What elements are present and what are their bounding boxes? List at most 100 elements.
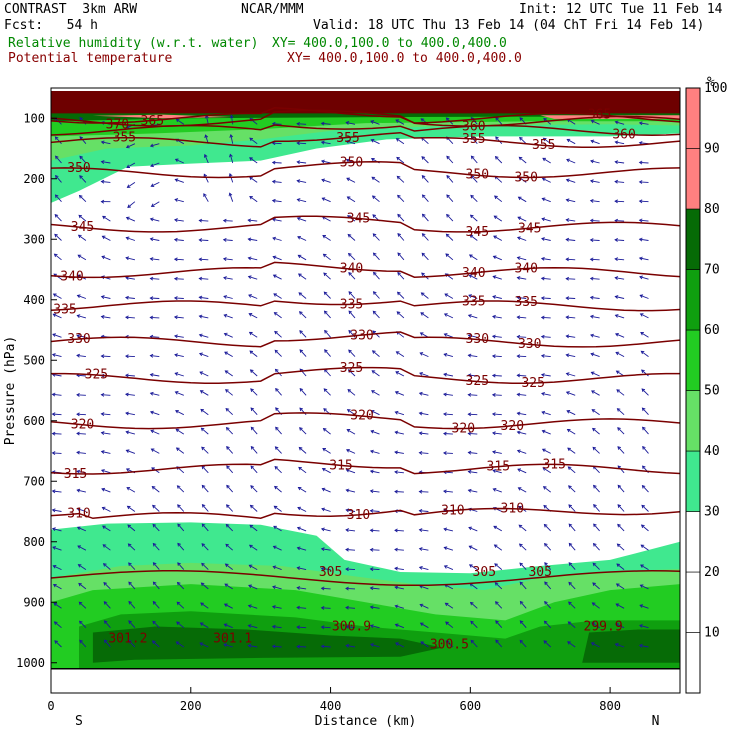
wind-vector <box>468 432 478 435</box>
wind-vector <box>468 452 478 454</box>
wind-vector <box>150 374 160 377</box>
theta-label: 335 <box>514 295 537 310</box>
wind-vector-head <box>223 295 228 299</box>
wind-vector <box>419 372 429 377</box>
wind-vector <box>492 394 502 396</box>
wind-vector <box>346 469 356 474</box>
wind-vector <box>492 355 502 358</box>
wind-vector <box>151 448 160 454</box>
wind-vector-head <box>396 291 401 296</box>
wind-vector-head <box>420 292 425 296</box>
wind-vector <box>230 115 234 125</box>
wind-vector-head <box>203 153 208 158</box>
wind-vector-head <box>322 235 327 239</box>
wind-vector-head <box>369 489 374 494</box>
theta-label: 335 <box>53 303 76 318</box>
wind-vector-head <box>274 446 279 450</box>
wind-vector-head <box>101 506 106 511</box>
wind-vector-head <box>445 253 449 258</box>
wind-vector <box>541 218 551 222</box>
wind-vector-head <box>614 238 619 242</box>
wind-vector-head <box>296 586 301 590</box>
theta-label: 330 <box>67 332 90 347</box>
wind-vector-head <box>397 252 402 257</box>
wind-vector <box>125 316 135 319</box>
wind-vector-head <box>443 412 447 417</box>
wind-vector-head <box>345 508 350 513</box>
wind-vector <box>77 254 87 261</box>
wind-vector <box>394 491 404 493</box>
wind-vector <box>544 581 552 590</box>
wind-vector-head <box>638 180 643 184</box>
wind-vector <box>55 155 62 164</box>
wind-vector-head <box>397 194 401 199</box>
wind-vector-head <box>128 639 132 644</box>
wind-vector-head <box>446 213 450 218</box>
wind-vector-head <box>152 523 157 528</box>
wind-vector <box>150 143 160 147</box>
wind-vector <box>226 427 234 435</box>
wind-vector <box>394 529 404 532</box>
wind-vector-head <box>198 352 203 357</box>
wind-vector-head <box>100 199 105 204</box>
wind-vector-head <box>593 484 597 489</box>
wind-vector <box>566 335 576 338</box>
colorbar-cell <box>685 390 701 452</box>
wind-vector-head <box>492 255 497 259</box>
wind-vector <box>541 316 551 319</box>
wind-vector <box>175 410 185 416</box>
field1-xy: XY= 400.0,100.0 to 400.0,400.0 <box>272 36 507 51</box>
wind-vector <box>273 525 282 532</box>
wind-vector-head <box>397 233 402 237</box>
wind-vector <box>397 194 405 203</box>
wind-vector <box>639 181 649 183</box>
wind-vector <box>493 255 502 261</box>
wind-vector-head <box>469 214 474 219</box>
wind-vector <box>566 219 576 222</box>
theta-label: 355 <box>532 138 555 153</box>
wind-vector-head <box>348 329 353 334</box>
wind-vector <box>177 562 185 570</box>
wind-vector <box>593 543 600 551</box>
wind-vector <box>229 173 234 183</box>
wind-vector <box>419 585 429 590</box>
wind-vector-head <box>247 218 252 223</box>
wind-vector <box>77 315 87 319</box>
wind-vector-head <box>443 392 447 397</box>
wind-vector-head <box>298 311 303 315</box>
wind-vector <box>517 355 527 358</box>
wind-vector <box>174 239 184 241</box>
wind-vector-head <box>149 217 154 222</box>
wind-vector <box>470 175 478 183</box>
wind-vector <box>492 295 502 299</box>
wind-vector <box>102 215 111 222</box>
wind-vector <box>250 407 258 416</box>
wind-vector <box>397 233 405 241</box>
wind-vector <box>470 195 478 203</box>
wind-vector-head <box>174 178 179 182</box>
wind-vector <box>394 451 404 454</box>
wind-vector <box>299 388 307 396</box>
wind-vector <box>299 447 307 454</box>
wind-vector <box>346 644 356 648</box>
wind-vector <box>495 136 503 145</box>
wind-vector <box>225 389 233 396</box>
wind-vector <box>225 563 233 570</box>
wind-vector <box>642 407 649 416</box>
wind-vector-head <box>101 255 106 260</box>
wind-vector <box>79 156 87 164</box>
wind-vector-head <box>201 504 206 508</box>
theta-label: 340 <box>340 262 363 277</box>
colorbar-cell <box>685 87 701 149</box>
wind-vector-head <box>320 140 325 145</box>
wind-vector <box>566 199 576 203</box>
wind-vector <box>468 334 478 338</box>
theta-contour-335 <box>50 300 681 312</box>
wind-vector <box>200 622 209 629</box>
wind-vector-head <box>52 565 57 569</box>
wind-vector-head <box>128 581 132 586</box>
wind-vector-head <box>76 353 80 358</box>
wind-vector <box>176 447 185 454</box>
wind-vector-head <box>296 217 301 221</box>
wind-vector-head <box>369 469 374 474</box>
